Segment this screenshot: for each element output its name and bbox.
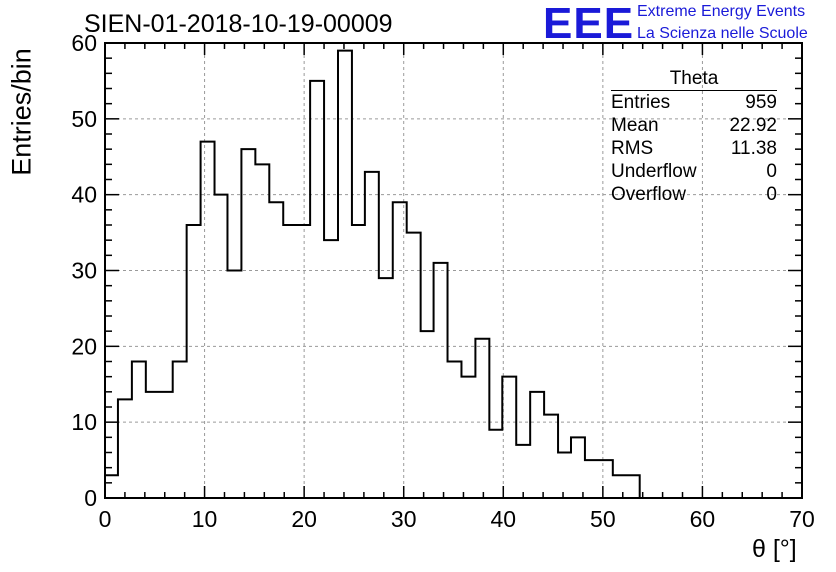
histogram-bin bbox=[407, 233, 421, 498]
histogram-bin bbox=[613, 475, 627, 498]
histogram-bin bbox=[379, 278, 393, 498]
histogram-bin bbox=[146, 392, 159, 498]
histogram-bin bbox=[571, 437, 585, 498]
stat-row-entries: Entries 959 bbox=[611, 91, 777, 114]
histogram-bin bbox=[434, 263, 448, 498]
histogram-bin bbox=[132, 362, 146, 499]
histogram-bin bbox=[489, 430, 502, 498]
stats-box: Theta Entries 959 Mean 22.92 RMS 11.38 U… bbox=[611, 68, 777, 206]
histogram-bin bbox=[530, 392, 544, 498]
histogram-bin bbox=[461, 377, 475, 498]
x-axis-label: θ [°] bbox=[752, 535, 797, 563]
histogram-bin bbox=[296, 225, 310, 498]
x-tick-label: 30 bbox=[391, 506, 417, 532]
histogram-bin bbox=[558, 453, 571, 499]
stat-value: 0 bbox=[766, 161, 777, 182]
logo-line-1: Extreme Energy Events bbox=[637, 3, 806, 20]
stat-value: 11.38 bbox=[730, 138, 777, 159]
histogram-bin bbox=[310, 81, 324, 498]
histogram-bin bbox=[215, 195, 228, 498]
y-tick-label: 30 bbox=[71, 258, 97, 284]
histogram-bin bbox=[352, 225, 365, 498]
logo-line-2: La Scienza nelle Scuole bbox=[637, 25, 808, 42]
histogram-bin bbox=[201, 142, 215, 498]
y-tick-label: 60 bbox=[71, 30, 97, 56]
histogram-bin bbox=[585, 460, 599, 498]
eee-logo: EEE bbox=[543, 0, 635, 48]
histogram-bin bbox=[283, 225, 296, 498]
y-tick-label: 20 bbox=[71, 333, 97, 359]
stat-value: 22.92 bbox=[729, 115, 777, 136]
histogram-bin bbox=[105, 475, 118, 498]
histogram-bin bbox=[627, 475, 640, 498]
histogram-bin bbox=[118, 399, 132, 498]
y-tick-label: 40 bbox=[71, 182, 97, 208]
histogram-bin bbox=[227, 271, 241, 499]
stat-label: Overflow bbox=[611, 184, 686, 205]
x-tick-label: 60 bbox=[690, 506, 716, 532]
stat-row-rms: RMS 11.38 bbox=[611, 137, 777, 160]
histogram-bin bbox=[159, 392, 173, 498]
histogram-bin bbox=[255, 164, 269, 498]
histogram-bin bbox=[421, 331, 434, 498]
histogram-bin bbox=[365, 172, 379, 498]
histogram-bin bbox=[173, 362, 187, 499]
histogram-bin bbox=[393, 202, 407, 498]
histogram-bin bbox=[599, 460, 613, 498]
x-tick-label: 10 bbox=[192, 506, 218, 532]
stat-label: Underflow bbox=[611, 161, 697, 182]
y-tick-label: 50 bbox=[71, 106, 97, 132]
histogram-bin bbox=[241, 149, 255, 498]
y-tick-label: 0 bbox=[84, 485, 97, 511]
x-tick-label: 70 bbox=[789, 506, 815, 532]
histogram-series bbox=[104, 49, 648, 499]
histogram-bin bbox=[475, 339, 489, 498]
y-tick-label: 10 bbox=[71, 409, 97, 435]
histogram-bin bbox=[269, 202, 283, 498]
histogram-bin bbox=[324, 240, 338, 498]
stat-label: RMS bbox=[611, 138, 654, 159]
histogram-bin bbox=[338, 51, 352, 498]
histogram-bin bbox=[516, 445, 530, 498]
histogram-bin bbox=[544, 415, 558, 498]
histogram-bin bbox=[502, 377, 516, 498]
stat-row-overflow: Overflow 0 bbox=[611, 183, 777, 206]
y-axis-label: Entries/bin bbox=[6, 48, 37, 176]
stat-value: 0 bbox=[766, 184, 777, 205]
histogram-bin bbox=[187, 225, 201, 498]
x-tick-label: 20 bbox=[291, 506, 317, 532]
histogram-bin bbox=[448, 362, 462, 499]
chart-title: SIEN-01-2018-10-19-00009 bbox=[84, 10, 393, 38]
stats-title: Theta bbox=[611, 68, 777, 91]
stat-value: 959 bbox=[745, 92, 777, 113]
stat-row-mean: Mean 22.92 bbox=[611, 114, 777, 137]
x-tick-label: 0 bbox=[99, 506, 112, 532]
stat-label: Entries bbox=[611, 92, 671, 113]
stat-row-underflow: Underflow 0 bbox=[611, 160, 777, 183]
stat-label: Mean bbox=[611, 115, 659, 136]
x-tick-label: 50 bbox=[590, 506, 616, 532]
x-tick-label: 40 bbox=[490, 506, 516, 532]
